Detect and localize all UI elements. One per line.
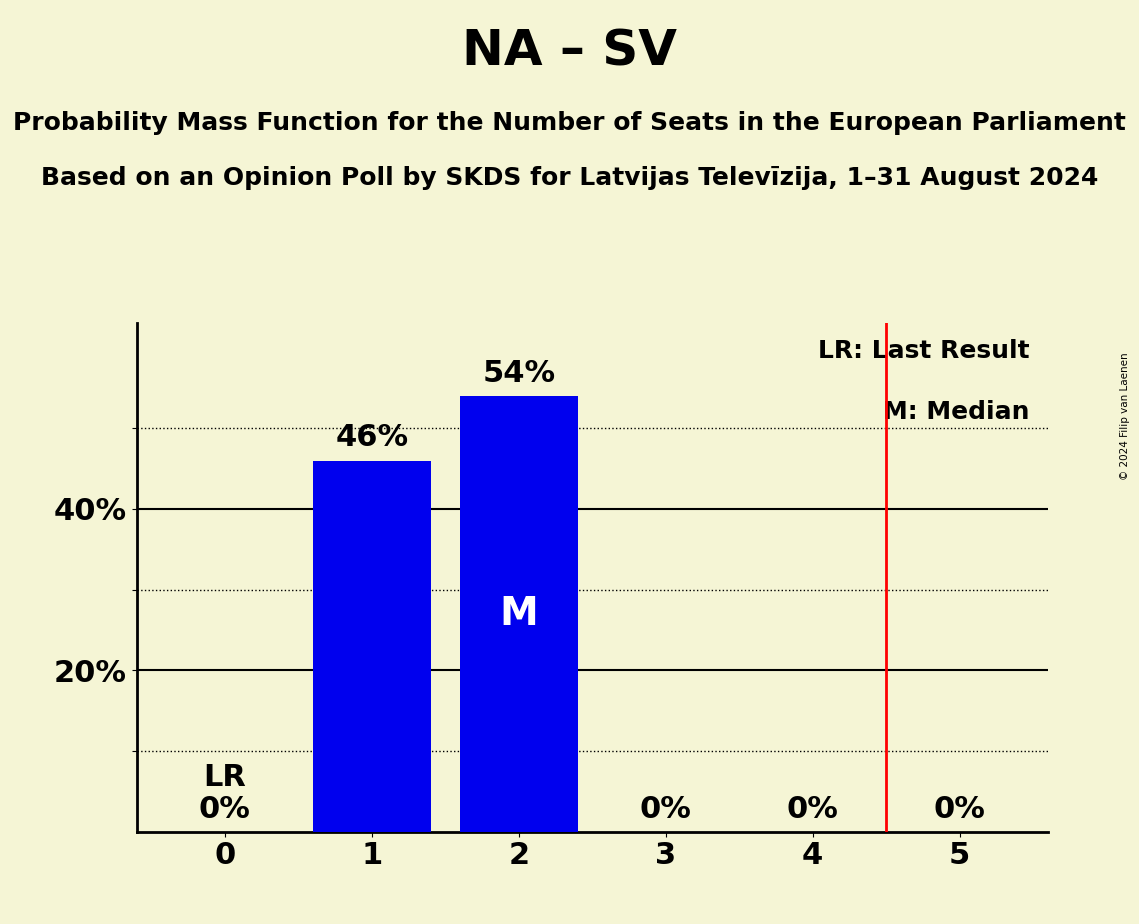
- Text: LR: Last Result: LR: Last Result: [818, 338, 1030, 362]
- Text: 0%: 0%: [640, 795, 691, 823]
- Text: LR: LR: [204, 763, 246, 792]
- Text: 0%: 0%: [934, 795, 985, 823]
- Text: 54%: 54%: [482, 359, 556, 388]
- Text: M: Median: M: Median: [883, 399, 1030, 423]
- Text: M: M: [499, 595, 538, 633]
- Text: 0%: 0%: [199, 795, 251, 823]
- Text: 46%: 46%: [335, 423, 409, 453]
- Text: 0%: 0%: [787, 795, 838, 823]
- Text: NA – SV: NA – SV: [462, 28, 677, 76]
- Bar: [313, 460, 431, 832]
- Text: Based on an Opinion Poll by SKDS for Latvijas Televīzija, 1–31 August 2024: Based on an Opinion Poll by SKDS for Lat…: [41, 166, 1098, 190]
- Text: © 2024 Filip van Laenen: © 2024 Filip van Laenen: [1120, 352, 1130, 480]
- Text: Probability Mass Function for the Number of Seats in the European Parliament: Probability Mass Function for the Number…: [13, 111, 1126, 135]
- Bar: [460, 396, 577, 832]
